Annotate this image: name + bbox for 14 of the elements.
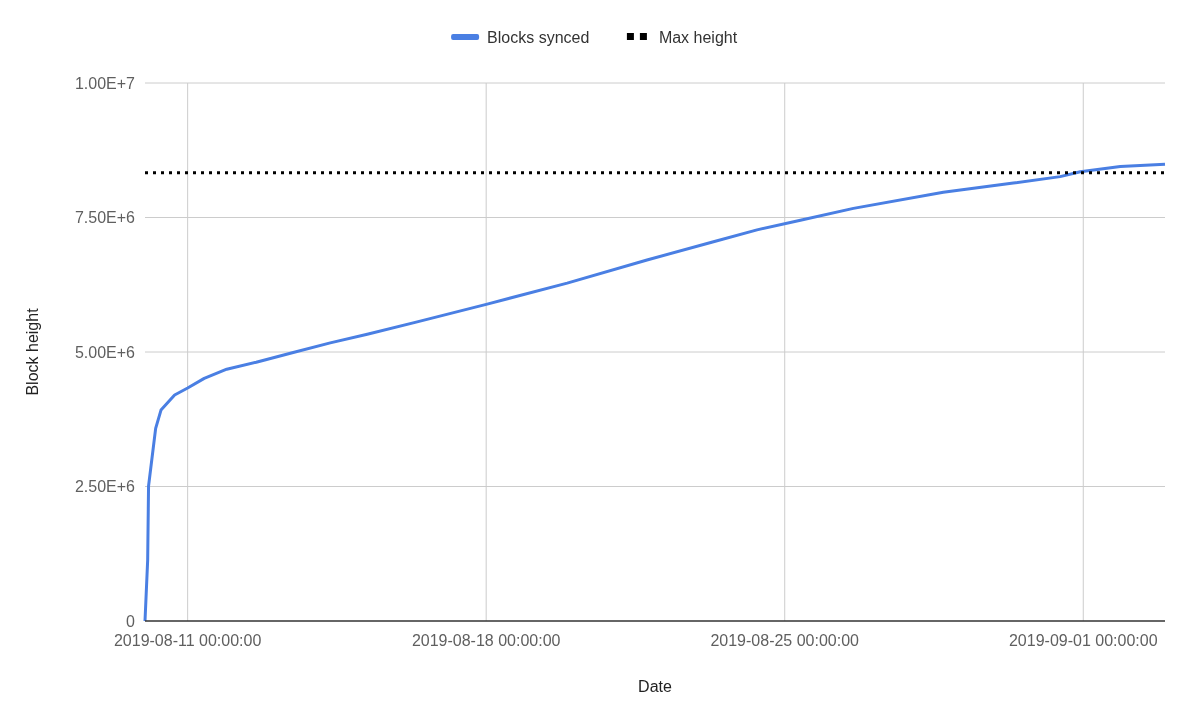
y-tick-label: 2.50E+6 bbox=[74, 478, 136, 496]
y-tick-label: 7.50E+6 bbox=[74, 209, 136, 227]
legend-label: Blocks synced bbox=[487, 28, 590, 46]
y-axis-title: Block height bbox=[24, 307, 41, 396]
x-tick-label: 2019-09-01 00:00:00 bbox=[1008, 632, 1158, 649]
x-tick-label: 2019-08-25 00:00:00 bbox=[710, 632, 860, 649]
legend-label: Max height bbox=[658, 28, 738, 46]
x-tick-label: 2019-08-11 00:00:00 bbox=[113, 632, 262, 649]
x-tick-label: 2019-08-18 00:00:00 bbox=[411, 632, 561, 649]
y-tick-label: 0 bbox=[126, 612, 136, 630]
y-tick-label: 1.00E+7 bbox=[74, 74, 136, 92]
x-axis-title: Date bbox=[638, 678, 672, 695]
line-series bbox=[143, 162, 1167, 623]
y-tick-label: 5.00E+6 bbox=[74, 343, 136, 361]
